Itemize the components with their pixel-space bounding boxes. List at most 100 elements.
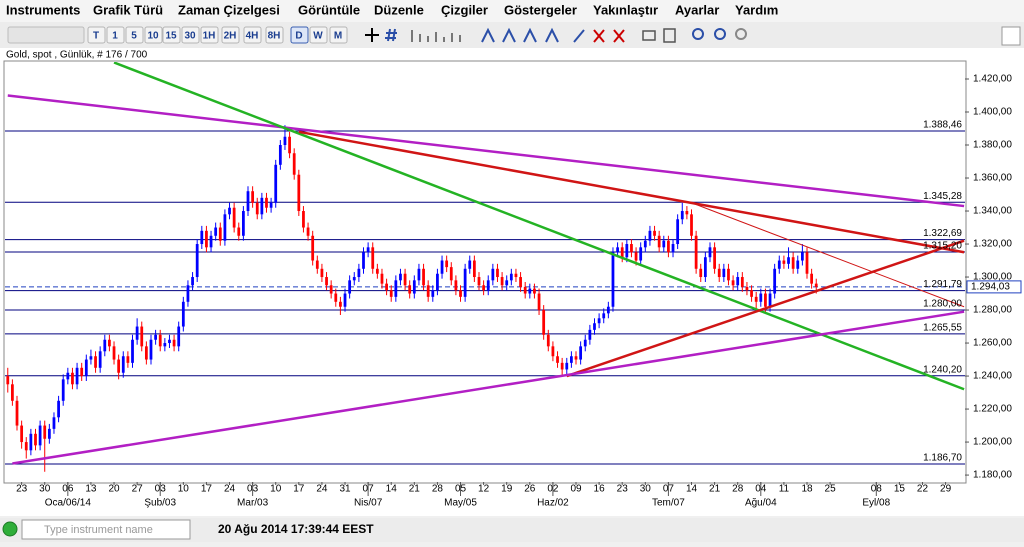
timeframe-label: M [334, 31, 342, 42]
print-icon[interactable] [642, 30, 656, 41]
candle-body [468, 260, 472, 269]
grid-icon[interactable] [385, 28, 397, 42]
candle-body [565, 362, 569, 370]
candle-body [662, 240, 666, 248]
timeframe-button[interactable] [309, 26, 328, 44]
month-label: Haz/02 [537, 498, 569, 509]
timeframe-button[interactable] [265, 26, 284, 44]
candle-body [75, 367, 79, 385]
candle-body [722, 268, 726, 278]
menu-item[interactable]: Görüntüle [298, 2, 360, 17]
chart-panel [0, 48, 1024, 516]
candle-body [717, 268, 721, 278]
level-label: 1.186,70 [923, 453, 962, 464]
candle-body [135, 326, 139, 340]
x-tick-label: 17 [293, 484, 305, 495]
month-label: Nis/07 [354, 498, 383, 509]
candle-body [505, 280, 509, 286]
menu-item[interactable]: Grafik Türü [93, 2, 163, 17]
timeframe-label: 15 [165, 31, 177, 42]
trendline [7, 94, 965, 208]
candle-body [140, 326, 144, 347]
candle-body [343, 293, 347, 307]
menu-item[interactable]: Ayarlar [675, 2, 719, 17]
menu-item[interactable]: Yardım [735, 2, 778, 17]
candle-body [449, 267, 453, 281]
menu-item[interactable]: Yakınlaştır [593, 2, 658, 17]
zoom-in-icon[interactable] [692, 28, 704, 40]
candle-body [597, 318, 601, 324]
candle-body [241, 211, 245, 236]
zoom-reset-icon[interactable] [735, 28, 747, 40]
candle-body [750, 290, 753, 297]
x-tick-label: 28 [732, 484, 744, 495]
candle-body [278, 145, 282, 165]
candle-body [260, 197, 264, 215]
instrument-search[interactable] [21, 519, 191, 540]
candle-body [477, 277, 481, 286]
x-tick-label: 14 [686, 484, 698, 495]
candle-body [108, 339, 111, 347]
candle-body [523, 286, 527, 294]
timeframe-button[interactable] [162, 26, 181, 44]
candle-body [570, 356, 573, 363]
detach-button[interactable] [1001, 26, 1021, 46]
pencil-icon[interactable] [573, 29, 585, 43]
candle-body [745, 286, 749, 291]
candle-body [426, 285, 430, 297]
candle-body [297, 174, 301, 212]
timeframe-button[interactable] [200, 26, 219, 44]
candle-body [588, 329, 592, 340]
y-tick-label: 1.260,00 [973, 338, 1012, 349]
preview-icon[interactable] [663, 28, 676, 43]
candle-body [634, 252, 638, 261]
x-tick-label: 15 [894, 484, 906, 495]
timeframe-button[interactable] [181, 26, 200, 44]
candle-body [611, 252, 615, 307]
candle-body [29, 433, 33, 451]
timeframe-button[interactable] [329, 26, 348, 44]
candle-body [112, 346, 116, 360]
y-tick-label: 1.280,00 [973, 305, 1012, 316]
candle-body [463, 268, 467, 297]
candle-body [454, 280, 458, 291]
level-label: 1.345,28 [923, 191, 962, 202]
menu-item[interactable]: Instruments [6, 2, 80, 17]
timeframe-button[interactable] [221, 26, 240, 44]
x-tick-label: 31 [339, 484, 351, 495]
crosshair-icon[interactable] [365, 28, 379, 42]
zoom-out-icon[interactable] [714, 28, 726, 40]
candle-body [66, 372, 70, 380]
timeframe-button[interactable] [144, 26, 163, 44]
timeframe-button[interactable] [106, 26, 125, 44]
menu-item[interactable]: Çizgiler [441, 2, 488, 17]
toolbar-icons [7, 26, 1021, 46]
candle-body [385, 283, 388, 291]
chart-title: Gold, spot , Günlük, # 176 / 700 [6, 50, 148, 61]
menu-item[interactable]: Göstergeler [504, 2, 577, 17]
menu-item[interactable]: Zaman Çizelgesi [178, 2, 280, 17]
delete-icon[interactable] [593, 29, 625, 43]
candle-body [24, 442, 28, 451]
candle-body [676, 219, 680, 245]
candle-body [399, 273, 402, 281]
month-label: Ağu/04 [745, 498, 777, 509]
candle-body [685, 211, 689, 215]
candle-body [334, 293, 338, 302]
candle-body [352, 277, 356, 281]
y-tick-label: 1.320,00 [973, 239, 1012, 250]
timeframe-button[interactable] [290, 26, 309, 44]
timeframe-button[interactable] [87, 26, 106, 44]
menu-item[interactable]: Düzenle [374, 2, 424, 17]
timeframe-button[interactable] [125, 26, 144, 44]
x-tick-label: 29 [940, 484, 952, 495]
line-tools-icon[interactable] [481, 27, 559, 43]
x-tick-label: 24 [316, 484, 328, 495]
candle-body [6, 376, 10, 385]
timeframe-button[interactable] [243, 26, 262, 44]
bars-icon[interactable] [411, 30, 461, 42]
candle-body [228, 207, 231, 215]
timeframe-label: W [313, 31, 323, 42]
candle-body [181, 301, 185, 327]
candle-body [773, 268, 777, 294]
